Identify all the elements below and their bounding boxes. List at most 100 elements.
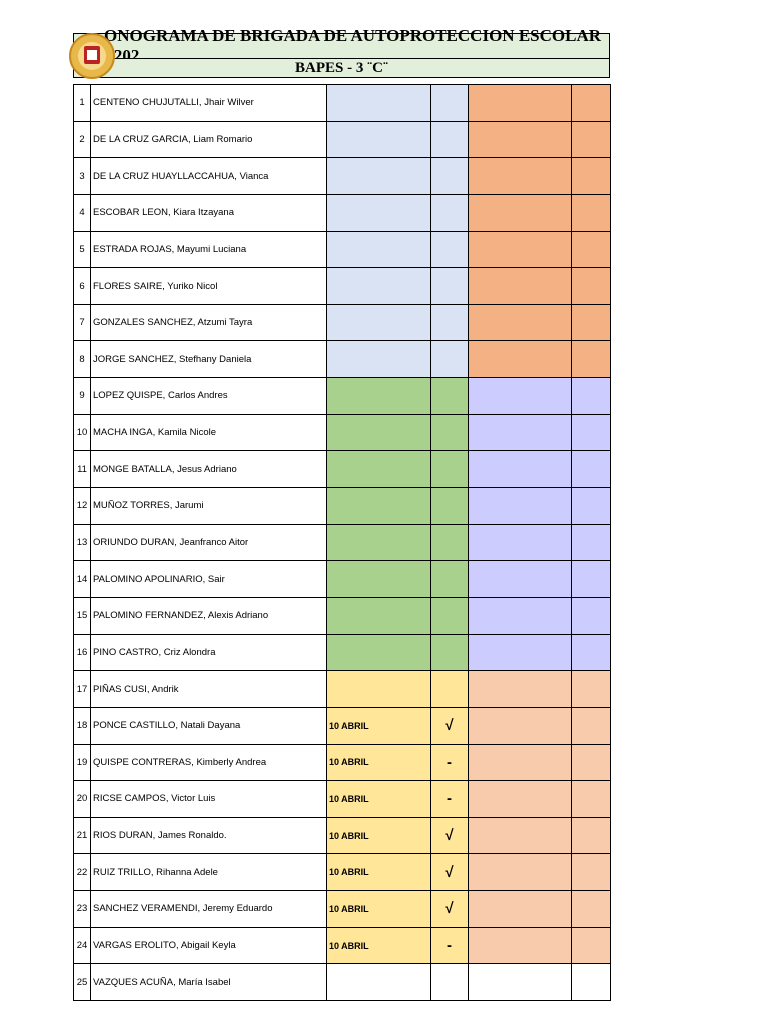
mark: √ bbox=[430, 853, 469, 892]
slot bbox=[468, 193, 572, 232]
row-number: 19 bbox=[73, 743, 91, 782]
date bbox=[326, 157, 431, 195]
mark bbox=[430, 487, 469, 525]
slot bbox=[468, 963, 572, 1001]
date bbox=[326, 377, 431, 415]
date bbox=[326, 963, 431, 1001]
slot bbox=[468, 120, 572, 159]
slot bbox=[468, 560, 572, 598]
student-name: QUISPE CONTRERAS, Kimberly Andrea bbox=[90, 743, 327, 782]
date bbox=[326, 450, 431, 489]
student-name: DE LA CRUZ HUAYLLACCAHUA, Vianca bbox=[90, 157, 327, 195]
slot bbox=[468, 633, 572, 672]
slot bbox=[571, 816, 611, 855]
row-number: 14 bbox=[73, 560, 91, 598]
student-name: PINO CASTRO, Criz Alondra bbox=[90, 633, 327, 672]
row-number: 6 bbox=[73, 267, 91, 305]
student-name: CENTENO CHUJUTALLI, Jhair Wilver bbox=[90, 84, 327, 122]
slot bbox=[571, 413, 611, 452]
student-name: PONCE CASTILLO, Natali Dayana bbox=[90, 706, 327, 745]
date: 10 ABRIL bbox=[326, 706, 431, 745]
date bbox=[326, 596, 431, 635]
slot bbox=[468, 303, 572, 342]
slot bbox=[571, 230, 611, 269]
slot bbox=[468, 84, 572, 122]
student-name: PALOMINO APOLINARIO, Sair bbox=[90, 560, 327, 598]
date bbox=[326, 84, 431, 122]
mark: √ bbox=[430, 706, 469, 745]
student-name: VARGAS EROLITO, Abigail Keyla bbox=[90, 926, 327, 965]
row-number: 10 bbox=[73, 413, 91, 452]
slot bbox=[468, 706, 572, 745]
slot bbox=[468, 523, 572, 562]
student-name: RIOS DURAN, James Ronaldo. bbox=[90, 816, 327, 855]
student-name: MONGE BATALLA, Jesus Adriano bbox=[90, 450, 327, 489]
slot bbox=[571, 963, 611, 1001]
date bbox=[326, 120, 431, 159]
date bbox=[326, 230, 431, 269]
mark: - bbox=[430, 780, 469, 818]
mark bbox=[430, 267, 469, 305]
date bbox=[326, 267, 431, 305]
row-number: 17 bbox=[73, 670, 91, 708]
slot bbox=[571, 596, 611, 635]
student-name: RUIZ TRILLO, Rihanna Adele bbox=[90, 853, 327, 892]
date bbox=[326, 670, 431, 708]
title: ONOGRAMA DE BRIGADA DE AUTOPROTECCION ES… bbox=[73, 26, 610, 65]
student-name: PIÑAS CUSI, Andrik bbox=[90, 670, 327, 708]
student-name: VAZQUES ACUÑA, María Isabel bbox=[90, 963, 327, 1001]
row-number: 15 bbox=[73, 596, 91, 635]
student-name: GONZALES SANCHEZ, Atzumi Tayra bbox=[90, 303, 327, 342]
slot bbox=[571, 890, 611, 928]
mark bbox=[430, 303, 469, 342]
slot bbox=[571, 743, 611, 782]
mark: - bbox=[430, 926, 469, 965]
slot bbox=[571, 523, 611, 562]
row-number: 3 bbox=[73, 157, 91, 195]
subtitle: BAPES - 3 ¨C¨ bbox=[73, 58, 610, 78]
student-name: JORGE SANCHEZ, Stefhany Daniela bbox=[90, 340, 327, 379]
mark bbox=[430, 596, 469, 635]
row-number: 13 bbox=[73, 523, 91, 562]
mark bbox=[430, 230, 469, 269]
slot bbox=[468, 780, 572, 818]
slot bbox=[571, 487, 611, 525]
mark bbox=[430, 84, 469, 122]
slot bbox=[571, 670, 611, 708]
mark bbox=[430, 523, 469, 562]
date bbox=[326, 303, 431, 342]
slot bbox=[571, 157, 611, 195]
student-name: MUÑOZ TORRES, Jarumi bbox=[90, 487, 327, 525]
student-name: LOPEZ QUISPE, Carlos Andres bbox=[90, 377, 327, 415]
mark bbox=[430, 377, 469, 415]
date: 10 ABRIL bbox=[326, 853, 431, 892]
date: 10 ABRIL bbox=[326, 743, 431, 782]
slot bbox=[468, 670, 572, 708]
student-name: PALOMINO FERNANDEZ, Alexis Adriano bbox=[90, 596, 327, 635]
mark bbox=[430, 670, 469, 708]
row-number: 20 bbox=[73, 780, 91, 818]
slot bbox=[571, 780, 611, 818]
slot bbox=[468, 377, 572, 415]
slot bbox=[468, 413, 572, 452]
row-number: 25 bbox=[73, 963, 91, 1001]
student-name: FLORES SAIRE, Yuriko Nicol bbox=[90, 267, 327, 305]
date bbox=[326, 523, 431, 562]
row-number: 16 bbox=[73, 633, 91, 672]
row-number: 2 bbox=[73, 120, 91, 159]
row-number: 9 bbox=[73, 377, 91, 415]
slot bbox=[571, 926, 611, 965]
slot bbox=[468, 340, 572, 379]
slot bbox=[571, 84, 611, 122]
row-number: 22 bbox=[73, 853, 91, 892]
row-number: 5 bbox=[73, 230, 91, 269]
slot bbox=[571, 340, 611, 379]
row-number: 8 bbox=[73, 340, 91, 379]
date: 10 ABRIL bbox=[326, 890, 431, 928]
slot bbox=[468, 450, 572, 489]
mark bbox=[430, 963, 469, 1001]
student-name: RICSE CAMPOS, Victor Luis bbox=[90, 780, 327, 818]
row-number: 7 bbox=[73, 303, 91, 342]
date bbox=[326, 193, 431, 232]
slot bbox=[571, 193, 611, 232]
